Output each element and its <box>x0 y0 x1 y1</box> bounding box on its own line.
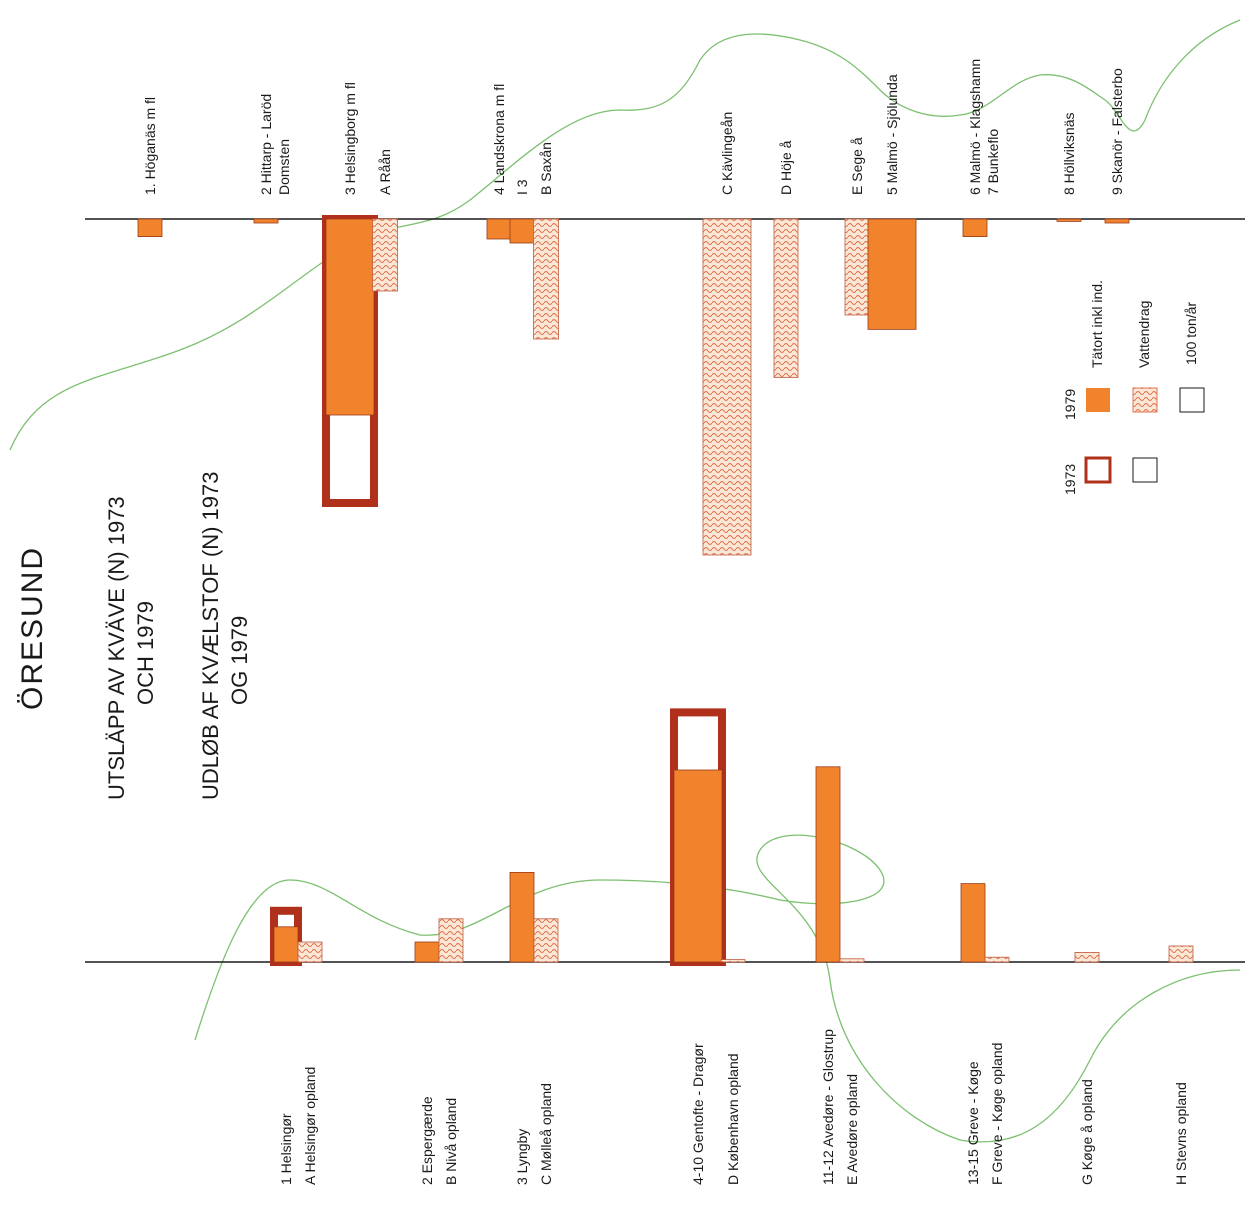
dk-label-5: C Mølleå opland <box>538 1083 554 1185</box>
dk-label-11: F Greve - Køge opland <box>989 1043 1005 1185</box>
se-label-1: 2 Hittarp - Laröd <box>258 94 274 195</box>
dk-bar-river-1 <box>297 941 323 963</box>
legend-tatort-label: Tätort inkl ind. <box>1089 280 1105 368</box>
se-bar-river-3 <box>372 218 398 292</box>
se-label-0: 1. Höganäs m fl <box>142 97 158 195</box>
dk-bar-1979-0 <box>273 926 299 963</box>
dk-bar-river-13 <box>1168 945 1194 963</box>
chart-subtitle-dk-2: OG 1979 <box>227 616 252 705</box>
chart-subtitle-se-2: OCH 1979 <box>133 601 158 705</box>
se-label2-1: Domsten <box>276 139 292 195</box>
dk-bar-river-5 <box>533 918 559 963</box>
dk-label-9: E Avedøre opland <box>844 1074 860 1185</box>
se-label-8: D Höje å <box>778 140 794 195</box>
bars-sweden <box>137 215 1130 556</box>
se-bar-1979-13 <box>1104 218 1130 224</box>
se-label2-11: 7 Bunkeflo <box>985 129 1001 195</box>
se-label-11: 6 Malmö - Klagshamn <box>967 59 983 195</box>
chart-subtitle-dk-1: UDLØB AF KVÆLSTOF (N) 1973 <box>198 472 223 800</box>
dk-label-2: 2 Espergærde <box>419 1096 435 1185</box>
dk-label-10: 13-15 Greve - Køge <box>965 1061 981 1185</box>
dk-bar-1979-10 <box>960 883 986 963</box>
se-bar-1979-11 <box>962 218 988 238</box>
dk-label-12: G Køge å opland <box>1079 1079 1095 1185</box>
dk-label-13: H Stevns opland <box>1173 1082 1189 1185</box>
dk-bar-1979-2 <box>414 941 440 963</box>
dk-bar-river-3 <box>438 918 464 963</box>
legend-1973-urban-swatch <box>1084 456 1112 484</box>
se-bar-1979-2 <box>325 218 375 416</box>
legend-scale-label: 100 ton/år <box>1183 302 1199 365</box>
se-bar-river-6 <box>533 218 559 340</box>
legend-1979-urban-swatch <box>1086 388 1110 412</box>
se-label-9: E Sege å <box>849 137 865 195</box>
se-label-10: 5 Malmö - Sjölunda <box>884 74 900 195</box>
se-bar-1979-12 <box>1056 218 1082 222</box>
se-label-2: 3 Helsingborg m fl <box>342 82 358 195</box>
dk-bar-river-9 <box>839 958 865 963</box>
se-label-12: 8 Höllviksnäs <box>1061 113 1077 195</box>
dk-label-3: B Nivå opland <box>443 1098 459 1185</box>
dk-label-6: 4-10 Gentofte - Dragør <box>690 1043 706 1185</box>
dk-label-4: 3 Lyngby <box>514 1129 530 1185</box>
legend-1979-river-swatch <box>1132 387 1158 413</box>
dk-label-1: A Helsingør opland <box>302 1067 318 1185</box>
coastline <box>9 19 1241 451</box>
se-bar-1979-0 <box>137 218 163 238</box>
dk-bar-river-11 <box>984 956 1010 963</box>
se-label-6: B Saxån <box>538 142 554 195</box>
dk-label-0: 1 Helsingør <box>278 1113 294 1185</box>
se-label-3: A Råån <box>377 149 393 195</box>
dk-bar-river-7 <box>720 959 746 963</box>
se-bar-river-7 <box>702 218 752 556</box>
labels-denmark: 1 Helsingør A Helsingør opland 2 Espergærd… <box>278 1029 1189 1185</box>
se-bar-1979-4 <box>486 218 512 240</box>
legend: 1973 1979 Tätort inkl ind. Vattendrag 10… <box>1062 280 1205 495</box>
se-bar-1979-10 <box>867 218 917 330</box>
dk-bar-1979-8 <box>815 766 841 963</box>
se-label-7: C Kävlingeån <box>719 112 735 195</box>
legend-vattendrag-label: Vattendrag <box>1136 301 1152 368</box>
dk-bar-1979-6 <box>673 769 723 963</box>
se-label-13: 9 Skanör - Falsterbo <box>1109 68 1125 195</box>
legend-1973-river-swatch <box>1132 457 1158 483</box>
se-label-5: I 3 <box>514 179 530 195</box>
bars-denmark <box>270 708 1194 967</box>
dk-label-8: 11-12 Avedøre - Glostrup <box>820 1029 836 1185</box>
legend-scale-swatch <box>1179 387 1205 413</box>
legend-year-1973: 1973 <box>1062 464 1078 495</box>
se-bar-river-8 <box>773 218 799 378</box>
se-bar-river-9 <box>844 218 870 316</box>
chart-title: ÖRESUND <box>16 546 49 710</box>
dk-bar-1979-4 <box>509 872 535 963</box>
labels-sweden: 1. Höganäs m fl 2 Hittarp - Laröd Domsten 3… <box>142 59 1125 195</box>
chart-subtitle-se-1: UTSLÄPP AV KVÄVE (N) 1973 <box>104 496 129 800</box>
dk-label-7: D København opland <box>725 1053 741 1185</box>
dk-bar-river-12 <box>1074 952 1100 963</box>
se-label-4: 4 Landskrona m fl <box>491 84 507 195</box>
legend-year-1979: 1979 <box>1062 389 1078 420</box>
se-bar-1979-5 <box>509 218 535 244</box>
se-bar-1979-1 <box>253 218 279 224</box>
coastline <box>194 834 1241 1143</box>
